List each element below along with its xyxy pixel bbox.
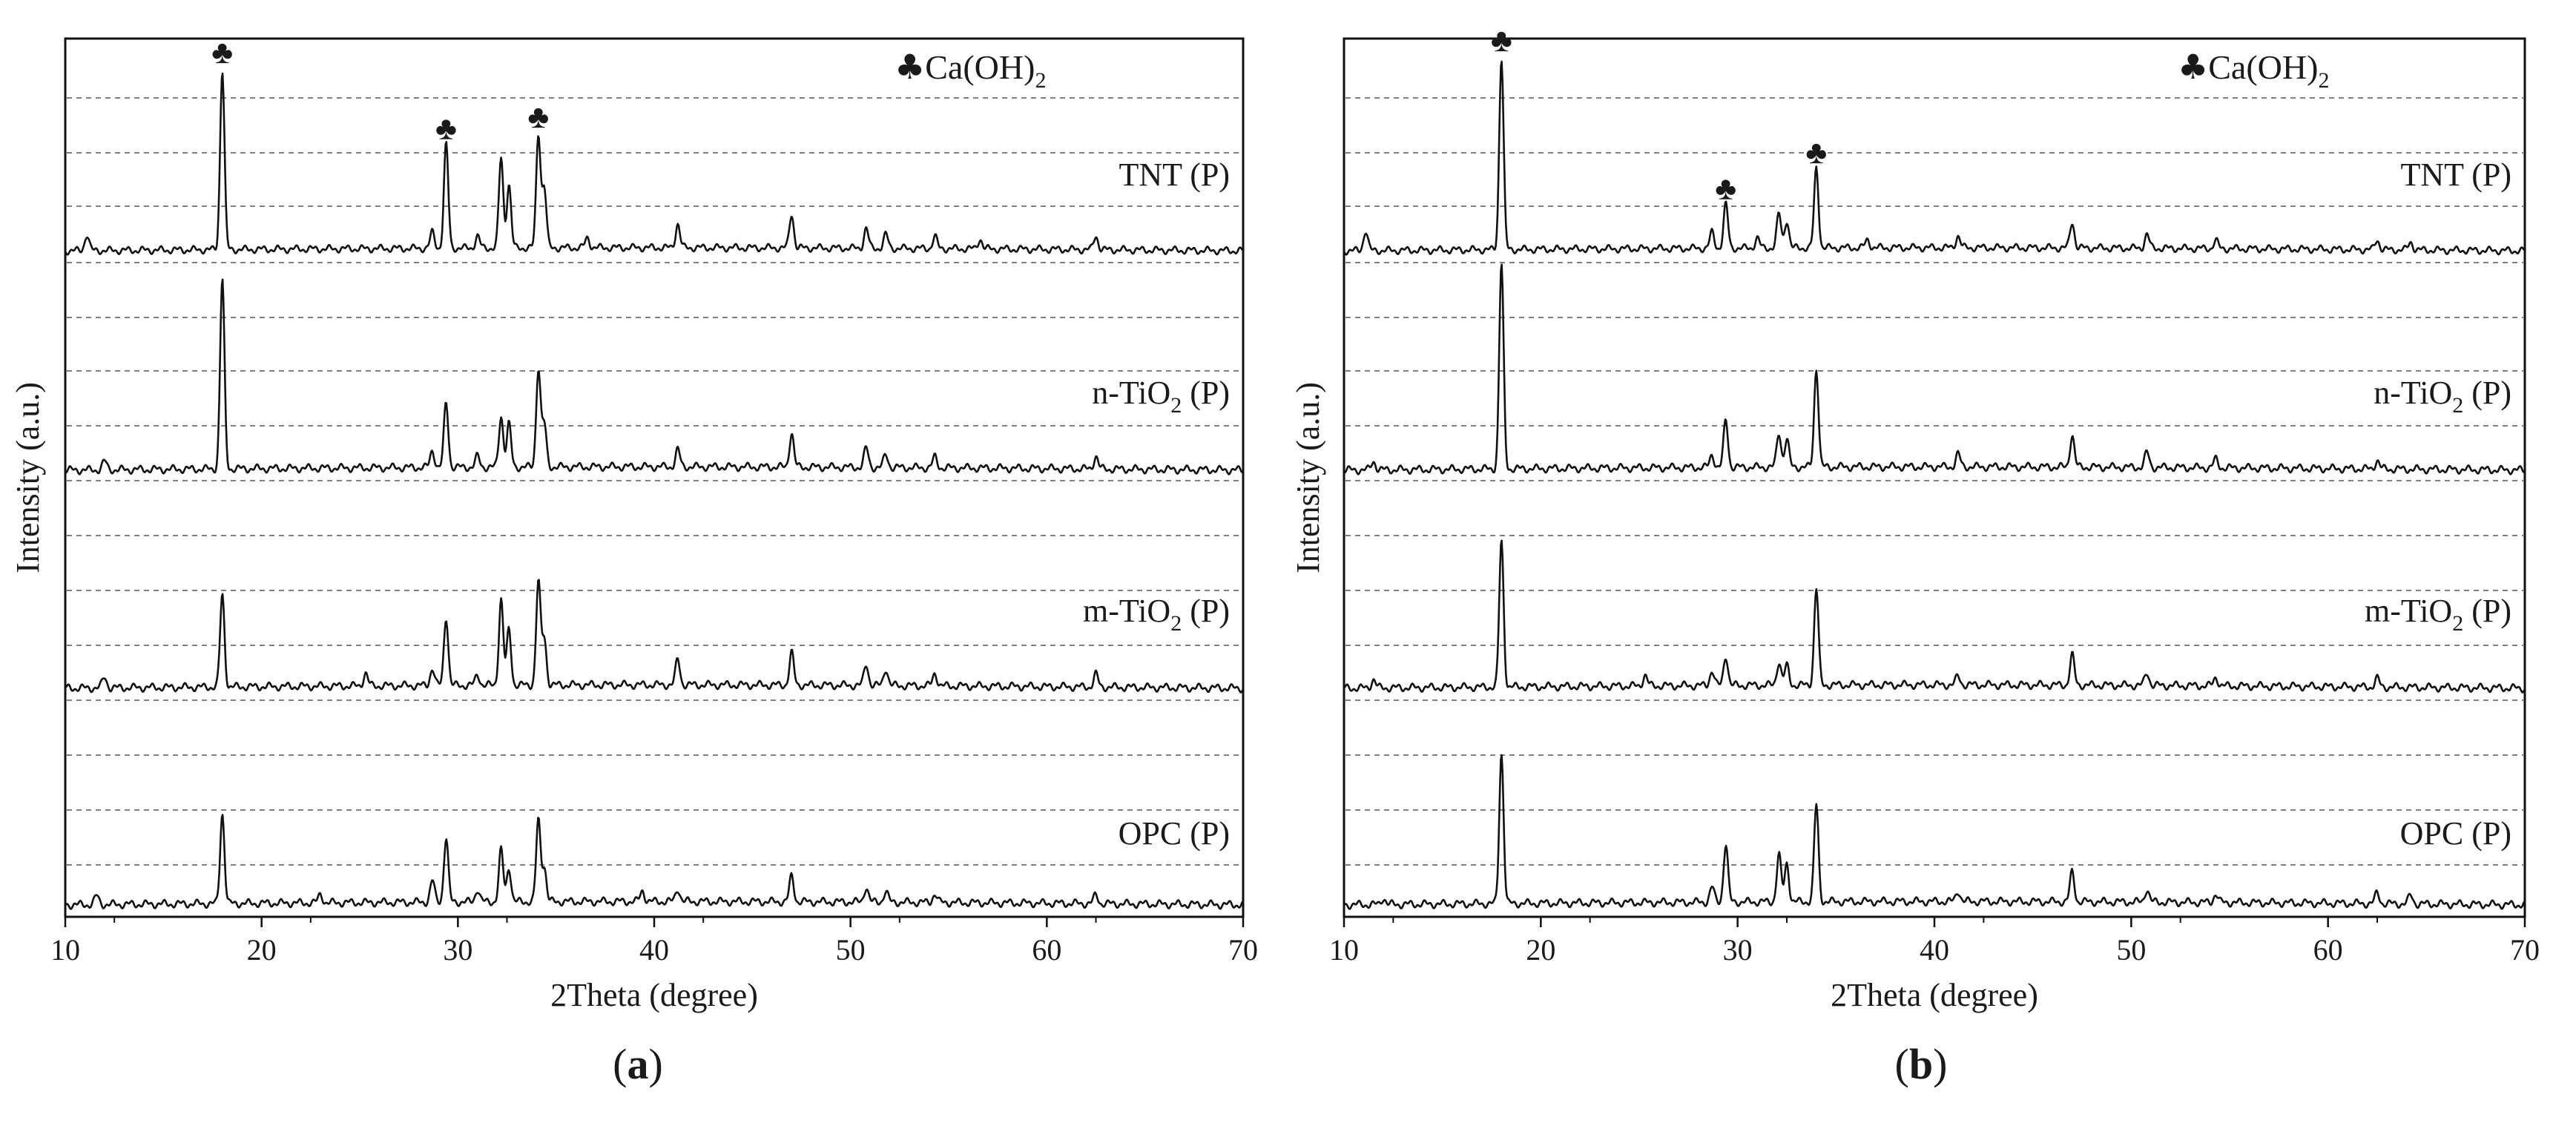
peak-marker: ♣: [1491, 22, 1512, 59]
series-label-tail: (P): [2463, 375, 2511, 411]
x-tick-label: 40: [1920, 933, 1949, 967]
series-label-base: m-TiO: [2365, 593, 2452, 629]
xrd-trace: [1343, 539, 2526, 694]
x-tick-label: 50: [836, 933, 866, 967]
peak-marker: ♣: [435, 111, 457, 147]
xrd-trace: [65, 278, 1244, 475]
x-tick-label: 70: [2510, 933, 2540, 967]
series-label-base: n-TiO: [2374, 375, 2452, 411]
x-tick-label: 40: [639, 933, 669, 967]
series-label-tail: (P): [1182, 375, 1230, 411]
x-tick-label: 60: [2313, 933, 2343, 967]
panel-a: 10 20 30 40 50 60 70 2Theta (degree) Intensity (…: [10, 34, 1258, 1088]
panel-letter: a: [627, 1040, 649, 1088]
legend-marker: ♣: [2178, 47, 2208, 87]
series-label: OPC (P): [2400, 815, 2511, 852]
y-axis-label: Intensity (a.u.): [10, 382, 46, 573]
legend-subscript: 2: [1035, 68, 1046, 93]
series-label-sub: 2: [1170, 611, 1182, 636]
series-label-sub: 2: [2452, 611, 2463, 636]
legend-marker: ♣: [895, 47, 925, 87]
x-tick-label: 10: [1329, 933, 1359, 967]
series-label: m-TiO2 (P): [1083, 593, 1230, 636]
xrd-trace: [65, 814, 1244, 910]
panel-label: (b): [1895, 1040, 1948, 1088]
series-label: m-TiO2 (P): [2365, 593, 2511, 636]
plot-frame: [64, 37, 1245, 918]
x-tick-label: 10: [50, 933, 80, 967]
legend: ♣Ca(OH)2: [895, 47, 1046, 93]
legend-text: Ca(OH): [2208, 48, 2318, 86]
series-label-sub: 2: [2452, 393, 2463, 418]
panel-letter: b: [1909, 1040, 1933, 1088]
series-label-base: m-TiO: [1083, 593, 1170, 629]
series-label: OPC (P): [1119, 815, 1230, 852]
x-tick-label: 60: [1032, 933, 1061, 967]
legend: ♣Ca(OH)2: [2178, 47, 2329, 93]
series-label: TNT (P): [2400, 157, 2511, 193]
x-tick-label: 20: [247, 933, 277, 967]
peak-marker: ♣: [527, 99, 549, 135]
series-label-sub: 2: [1170, 393, 1182, 418]
peak-marker: ♣: [1805, 134, 1827, 171]
x-axis-label: 2Theta (degree): [1831, 977, 2038, 1013]
series-label-tail: (P): [1182, 593, 1230, 629]
series-label: n-TiO2 (P): [2374, 375, 2511, 418]
panel-label: (a): [613, 1040, 663, 1088]
xrd-trace: [1343, 754, 2526, 910]
legend-subscript: 2: [2318, 68, 2329, 93]
x-tick-label: 50: [2116, 933, 2146, 967]
x-tick-label: 30: [1723, 933, 1753, 967]
panel-b: 10 20 30 40 50 60 70 2Theta (degree) Intensity (…: [1290, 22, 2540, 1088]
legend-text: Ca(OH): [925, 48, 1035, 86]
xrd-trace: [64, 72, 1244, 256]
x-tick-label: 30: [443, 933, 472, 967]
series-label: TNT (P): [1119, 157, 1230, 193]
series-label-base: n-TiO: [1092, 375, 1170, 411]
series-label-tail: (P): [2463, 593, 2511, 629]
plot-frame: [1343, 37, 2526, 918]
x-axis-label: 2Theta (degree): [550, 977, 758, 1013]
x-tick-label: 70: [1228, 933, 1258, 967]
xrd-trace: [65, 579, 1245, 694]
series-label: n-TiO2 (P): [1092, 375, 1230, 418]
peak-marker: ♣: [211, 34, 233, 70]
y-axis-label: Intensity (a.u.): [1290, 382, 1326, 573]
xrd-trace: [1343, 263, 2526, 475]
peak-marker: ♣: [1715, 171, 1736, 207]
xrd-trace: [1343, 60, 2526, 256]
x-tick-label: 20: [1526, 933, 1555, 967]
